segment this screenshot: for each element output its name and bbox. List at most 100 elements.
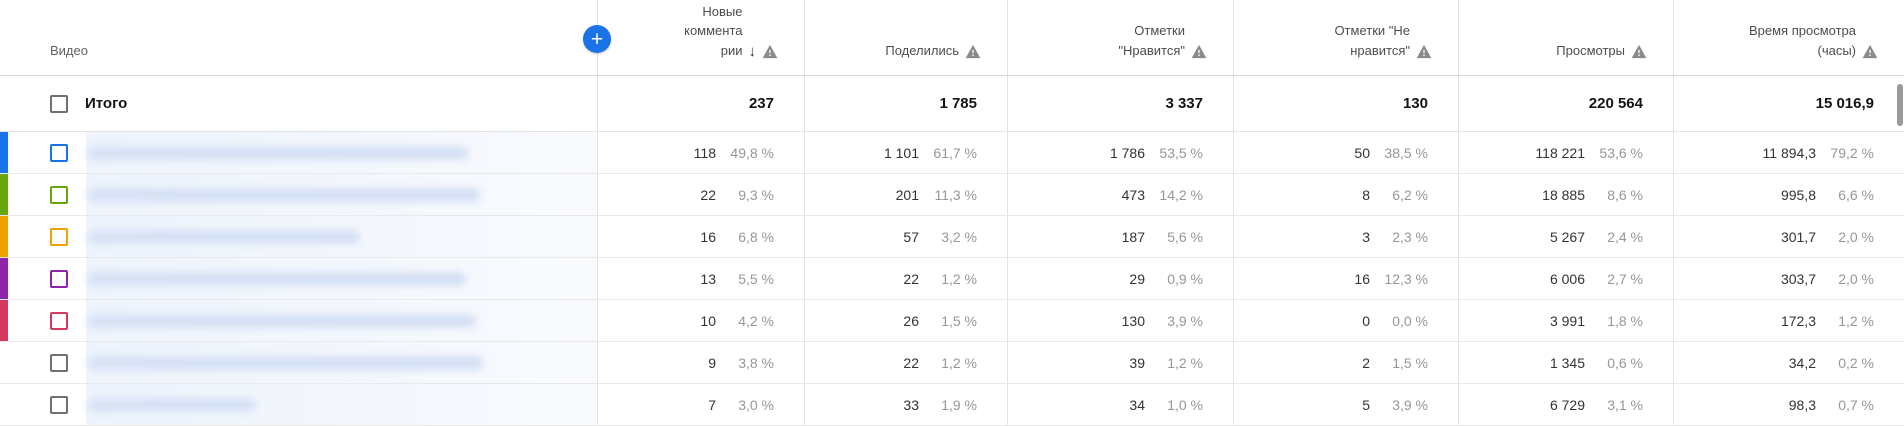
likes-percent: 1,0 % bbox=[1167, 396, 1203, 413]
comments-cell: 16 6,8 % bbox=[597, 216, 804, 257]
comments-percent: 4,2 % bbox=[738, 312, 774, 329]
shares-cell: 201 11,3 % bbox=[804, 174, 1007, 215]
watch-time-percent: 6,6 % bbox=[1838, 186, 1874, 203]
totals-views: 220 564 bbox=[1458, 76, 1673, 131]
views-value: 5 267 bbox=[1549, 228, 1585, 245]
row-checkbox[interactable] bbox=[50, 227, 68, 246]
views-cell: 3 991 1,8 % bbox=[1458, 300, 1673, 341]
dislikes-percent: 12,3 % bbox=[1384, 270, 1428, 287]
dislikes-percent: 1,5 % bbox=[1392, 354, 1428, 371]
watch-time-cell: 172,3 1,2 % bbox=[1673, 300, 1904, 341]
watch-time-value: 172,3 bbox=[1780, 312, 1816, 329]
row-checkbox[interactable] bbox=[50, 395, 68, 414]
row-color-bar bbox=[0, 174, 8, 215]
warning-icon[interactable] bbox=[1862, 44, 1878, 59]
table-row[interactable]: 22 9,3 % 201 11,3 % 473 14,2 % 8 6,2 % 1… bbox=[0, 174, 1904, 216]
likes-value: 29 bbox=[1129, 270, 1145, 287]
watch-time-cell: 11 894,3 79,2 % bbox=[1673, 132, 1904, 173]
dislikes-value: 0 bbox=[1362, 312, 1370, 329]
comments-value: 13 bbox=[700, 270, 716, 287]
shares-value: 26 bbox=[903, 312, 919, 329]
column-header-likes[interactable]: Отметки "Нравится" bbox=[1007, 0, 1233, 75]
shares-value: 22 bbox=[903, 354, 919, 371]
video-title-blurred[interactable] bbox=[88, 230, 360, 243]
views-cell: 18 885 8,6 % bbox=[1458, 174, 1673, 215]
warning-icon[interactable] bbox=[1416, 44, 1432, 59]
video-cell bbox=[0, 216, 597, 257]
column-header-shares[interactable]: Поделились bbox=[804, 0, 1007, 75]
video-title-blurred[interactable] bbox=[88, 188, 480, 201]
row-checkbox[interactable] bbox=[50, 143, 68, 162]
views-value: 3 991 bbox=[1549, 312, 1585, 329]
table-row[interactable]: 7 3,0 % 33 1,9 % 34 1,0 % 5 3,9 % 6 729 … bbox=[0, 384, 1904, 426]
comments-cell: 22 9,3 % bbox=[597, 174, 804, 215]
dislikes-value: 16 bbox=[1354, 270, 1370, 287]
column-header-video[interactable]: Видео bbox=[0, 0, 597, 75]
table-row[interactable]: 118 49,8 % 1 101 61,7 % 1 786 53,5 % 50 … bbox=[0, 132, 1904, 174]
comments-cell: 9 3,8 % bbox=[597, 342, 804, 383]
dislikes-cell: 50 38,5 % bbox=[1233, 132, 1458, 173]
watch-time-cell: 995,8 6,6 % bbox=[1673, 174, 1904, 215]
comments-cell: 7 3,0 % bbox=[597, 384, 804, 425]
watch-time-cell: 303,7 2,0 % bbox=[1673, 258, 1904, 299]
row-color-bar bbox=[0, 216, 8, 257]
views-percent: 0,6 % bbox=[1607, 354, 1643, 371]
warning-icon[interactable] bbox=[965, 44, 981, 59]
column-header-views[interactable]: Просмотры bbox=[1458, 0, 1673, 75]
views-percent: 2,4 % bbox=[1607, 228, 1643, 245]
totals-label: Итого bbox=[85, 95, 128, 112]
comments-value: 10 bbox=[700, 312, 716, 329]
row-checkbox[interactable] bbox=[50, 185, 68, 204]
row-color-bar bbox=[0, 300, 8, 341]
shares-percent: 1,5 % bbox=[941, 312, 977, 329]
warning-icon[interactable] bbox=[1191, 44, 1207, 59]
dislikes-cell: 5 3,9 % bbox=[1233, 384, 1458, 425]
comments-cell: 10 4,2 % bbox=[597, 300, 804, 341]
row-checkbox[interactable] bbox=[50, 311, 68, 330]
video-title-blurred[interactable] bbox=[88, 146, 468, 159]
row-color-bar bbox=[0, 132, 8, 173]
views-cell: 118 221 53,6 % bbox=[1458, 132, 1673, 173]
table-row[interactable]: 10 4,2 % 26 1,5 % 130 3,9 % 0 0,0 % 3 99… bbox=[0, 300, 1904, 342]
dislikes-cell: 16 12,3 % bbox=[1233, 258, 1458, 299]
shares-percent: 11,3 % bbox=[934, 186, 977, 203]
comments-percent: 3,8 % bbox=[738, 354, 774, 371]
table-row[interactable]: 16 6,8 % 57 3,2 % 187 5,6 % 3 2,3 % 5 26… bbox=[0, 216, 1904, 258]
views-percent: 3,1 % bbox=[1607, 396, 1643, 413]
table-row[interactable]: 9 3,8 % 22 1,2 % 39 1,2 % 2 1,5 % 1 345 … bbox=[0, 342, 1904, 384]
likes-cell: 29 0,9 % bbox=[1007, 258, 1233, 299]
video-column-label: Видео bbox=[50, 42, 88, 58]
dislikes-value: 5 bbox=[1362, 396, 1370, 413]
views-value: 6 006 bbox=[1549, 270, 1585, 287]
video-title-blurred[interactable] bbox=[88, 356, 483, 369]
watch-time-column-label: Время просмотра (часы) bbox=[1748, 23, 1856, 58]
video-title-blurred[interactable] bbox=[88, 314, 476, 327]
video-cell bbox=[0, 258, 597, 299]
shares-cell: 57 3,2 % bbox=[804, 216, 1007, 257]
vertical-scrollbar-thumb[interactable] bbox=[1897, 84, 1903, 126]
dislikes-percent: 38,5 % bbox=[1384, 144, 1428, 161]
select-all-checkbox[interactable] bbox=[50, 94, 68, 113]
sort-descending-icon[interactable]: ↓ bbox=[748, 43, 757, 60]
views-percent: 53,6 % bbox=[1599, 144, 1643, 161]
column-header-dislikes[interactable]: Отметки "Не нравится" bbox=[1233, 0, 1458, 75]
comments-value: 118 bbox=[693, 144, 716, 161]
table-row[interactable]: 13 5,5 % 22 1,2 % 29 0,9 % 16 12,3 % 6 0… bbox=[0, 258, 1904, 300]
row-checkbox[interactable] bbox=[50, 269, 68, 288]
warning-icon[interactable] bbox=[1631, 44, 1647, 59]
warning-icon[interactable] bbox=[762, 44, 778, 59]
comments-cell: 13 5,5 % bbox=[597, 258, 804, 299]
views-percent: 1,8 % bbox=[1607, 312, 1643, 329]
dislikes-cell: 8 6,2 % bbox=[1233, 174, 1458, 215]
video-title-blurred[interactable] bbox=[88, 272, 466, 285]
comments-percent: 5,5 % bbox=[738, 270, 774, 287]
likes-value: 473 bbox=[1121, 186, 1145, 203]
add-metric-button[interactable]: + bbox=[583, 25, 611, 53]
column-header-watch-time[interactable]: Время просмотра (часы) bbox=[1673, 0, 1904, 75]
column-header-comments[interactable]: Новые коммента рии ↓ bbox=[597, 0, 804, 75]
table-body: 118 49,8 % 1 101 61,7 % 1 786 53,5 % 50 … bbox=[0, 132, 1904, 426]
dislikes-value: 8 bbox=[1362, 186, 1370, 203]
row-checkbox[interactable] bbox=[50, 353, 68, 372]
watch-time-percent: 0,2 % bbox=[1838, 354, 1874, 371]
video-title-blurred[interactable] bbox=[88, 398, 256, 411]
